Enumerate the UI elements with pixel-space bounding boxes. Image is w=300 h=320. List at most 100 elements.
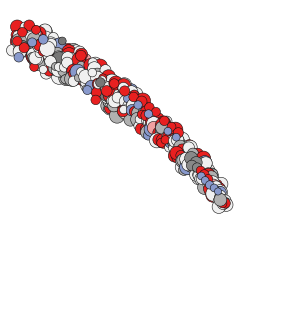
Circle shape <box>75 48 88 60</box>
Circle shape <box>134 101 142 109</box>
Circle shape <box>48 62 60 74</box>
Circle shape <box>21 44 32 56</box>
Circle shape <box>103 90 112 99</box>
Circle shape <box>204 184 214 194</box>
Circle shape <box>182 152 197 167</box>
Circle shape <box>208 169 218 178</box>
Circle shape <box>132 98 146 111</box>
Circle shape <box>168 137 180 149</box>
Circle shape <box>178 163 190 175</box>
Circle shape <box>183 140 197 154</box>
Circle shape <box>113 88 127 101</box>
Circle shape <box>194 162 206 174</box>
Circle shape <box>79 69 93 84</box>
Circle shape <box>112 86 128 102</box>
Circle shape <box>107 96 122 111</box>
Circle shape <box>73 67 83 77</box>
Circle shape <box>196 172 208 185</box>
Circle shape <box>202 174 215 187</box>
Circle shape <box>183 154 194 164</box>
Circle shape <box>130 112 145 126</box>
Circle shape <box>28 36 38 47</box>
Circle shape <box>185 154 197 166</box>
Circle shape <box>95 75 109 88</box>
Circle shape <box>110 108 125 123</box>
Circle shape <box>212 180 222 190</box>
Circle shape <box>197 156 212 170</box>
Circle shape <box>200 170 209 179</box>
Circle shape <box>156 116 171 131</box>
Circle shape <box>56 61 68 73</box>
Circle shape <box>164 126 176 138</box>
Circle shape <box>13 36 22 46</box>
Circle shape <box>142 101 150 109</box>
Circle shape <box>124 113 137 126</box>
Circle shape <box>65 57 76 68</box>
Circle shape <box>183 152 198 167</box>
Circle shape <box>195 172 207 185</box>
Circle shape <box>44 65 55 76</box>
Circle shape <box>196 167 210 182</box>
Circle shape <box>212 184 220 192</box>
Circle shape <box>61 52 71 63</box>
Circle shape <box>128 91 140 104</box>
Circle shape <box>23 22 34 32</box>
Circle shape <box>162 131 172 141</box>
Circle shape <box>112 101 121 110</box>
Circle shape <box>20 33 32 46</box>
Circle shape <box>214 192 226 204</box>
Circle shape <box>178 157 188 166</box>
Circle shape <box>165 139 174 148</box>
Circle shape <box>118 92 130 105</box>
Circle shape <box>136 115 146 125</box>
Circle shape <box>56 56 66 66</box>
Circle shape <box>29 51 38 60</box>
Circle shape <box>31 50 43 63</box>
Circle shape <box>84 72 94 83</box>
Circle shape <box>188 160 200 172</box>
Text: alamy - J3P8NX: alamy - J3P8NX <box>107 304 193 314</box>
Circle shape <box>34 40 45 51</box>
Circle shape <box>23 25 32 34</box>
Circle shape <box>196 170 205 178</box>
Circle shape <box>91 75 104 88</box>
Circle shape <box>160 133 170 144</box>
Circle shape <box>197 176 208 186</box>
Circle shape <box>206 186 221 201</box>
Circle shape <box>187 152 201 167</box>
Circle shape <box>92 78 104 90</box>
Circle shape <box>144 122 158 136</box>
Circle shape <box>10 34 24 48</box>
Circle shape <box>217 191 225 199</box>
Circle shape <box>206 181 214 189</box>
Circle shape <box>189 149 197 157</box>
Circle shape <box>83 85 92 94</box>
Circle shape <box>156 121 169 133</box>
Circle shape <box>77 61 85 70</box>
Circle shape <box>89 57 101 69</box>
Circle shape <box>35 49 44 58</box>
Circle shape <box>82 74 94 86</box>
Circle shape <box>103 74 112 84</box>
Circle shape <box>70 64 85 79</box>
Circle shape <box>118 100 131 113</box>
Circle shape <box>82 85 90 93</box>
Circle shape <box>145 103 154 112</box>
Circle shape <box>68 76 79 86</box>
Circle shape <box>204 171 218 184</box>
Circle shape <box>88 82 100 94</box>
Circle shape <box>28 38 37 47</box>
Circle shape <box>32 27 46 41</box>
Circle shape <box>143 114 156 127</box>
Circle shape <box>45 53 56 65</box>
Circle shape <box>181 155 194 168</box>
Circle shape <box>27 55 36 64</box>
Circle shape <box>42 47 51 56</box>
Circle shape <box>112 92 123 103</box>
Circle shape <box>19 43 29 53</box>
Circle shape <box>52 59 64 71</box>
Circle shape <box>184 140 195 151</box>
Circle shape <box>142 113 154 125</box>
Circle shape <box>62 57 73 68</box>
Circle shape <box>47 49 56 58</box>
